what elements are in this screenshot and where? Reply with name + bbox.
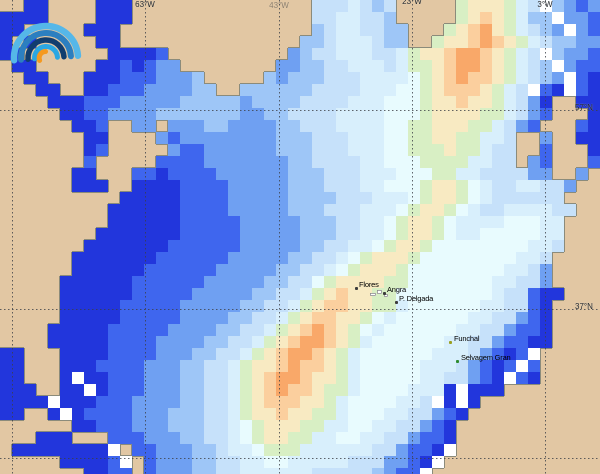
grid-label-63-w: 63°W: [135, 0, 155, 9]
logo-arc-navy: [25, 37, 67, 63]
place-label-funchal: Funchal: [454, 334, 480, 343]
instituto-meteorologia-arcs-logo: [10, 22, 82, 64]
logo-arc-orange: [36, 49, 49, 63]
logo-arc-outer: [10, 22, 82, 64]
place-marker-selvagem-gran: [456, 360, 459, 363]
logo-arc-cyan: [32, 44, 60, 62]
place-label-flores: Flores: [359, 280, 379, 289]
place-marker-p-delgada: [395, 301, 398, 304]
grid-label-43-w: 43°W: [269, 1, 289, 10]
place-label-selvagem-gran: Selvagem Gran: [461, 353, 511, 362]
place-marker-flores: [355, 287, 358, 290]
place-marker-funchal: [449, 341, 452, 344]
grid-label-3-w: 3°W: [537, 0, 553, 9]
grid-label-57-n: 57°N: [575, 103, 593, 112]
logo-arc-second: [18, 30, 74, 63]
place-label-p-delgada: P. Delgada: [399, 294, 434, 303]
grid-label-37-n: 37°N: [575, 302, 593, 311]
grid-label-23-w: 23°W: [402, 0, 422, 6]
place-marker-angra: [383, 292, 386, 295]
place-label-angra: Angra: [387, 285, 407, 294]
